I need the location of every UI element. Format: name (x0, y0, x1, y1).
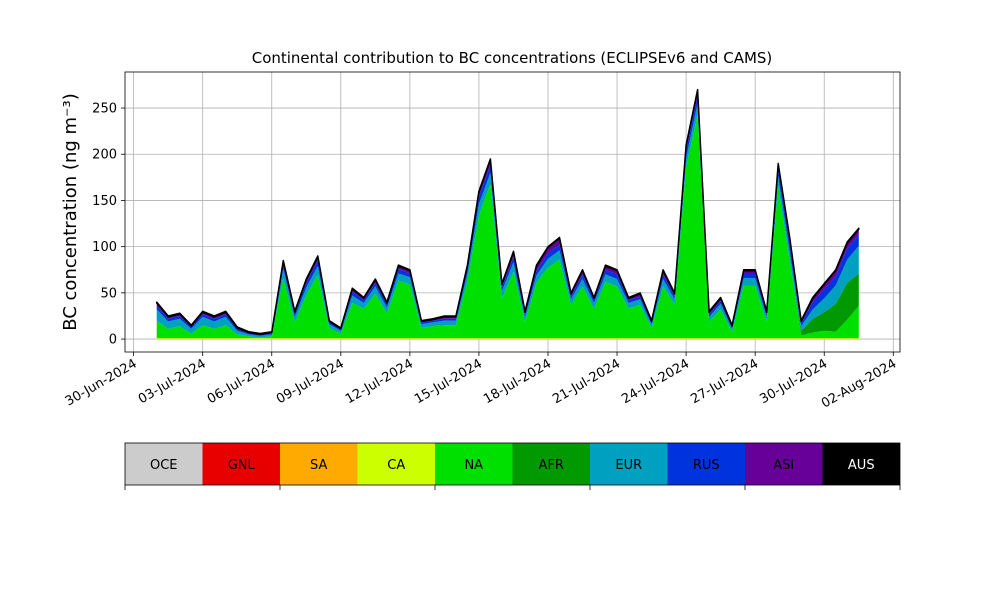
legend-swatch (822, 443, 900, 485)
y-axis-label: BC concentration (ng m⁻³) (60, 93, 81, 331)
legend-label: NA (464, 458, 483, 473)
plot-frame (124, 71, 901, 353)
y-tick-label: 150 (92, 194, 117, 209)
legend-label: RUS (693, 458, 720, 473)
area (156, 338, 859, 340)
legend-frame (124, 442, 901, 486)
x-tick-label: 02-Aug-2024 (819, 356, 899, 411)
y-tick-label: 200 (92, 148, 117, 163)
legend-swatch (745, 443, 823, 485)
legend-swatch (667, 443, 745, 485)
legend-swatch (590, 443, 668, 485)
legend-swatch (202, 443, 280, 485)
area (155, 88, 860, 336)
legend-label: EUR (615, 458, 642, 473)
legend-label: CA (387, 458, 405, 473)
chart-title: Continental contribution to BC concentra… (252, 49, 773, 67)
x-tick-label: 30-Jun-2024 (63, 356, 140, 409)
legend-swatch (435, 443, 513, 485)
x-tick-label: 03-Jul-2024 (136, 356, 209, 407)
x-tick-label: 12-Jul-2024 (343, 356, 416, 407)
legend-label: SA (310, 458, 327, 473)
y-tick-label: 50 (100, 286, 117, 301)
legend-label: AUS (848, 458, 875, 473)
y-tick-label: 0 (109, 333, 117, 348)
legend-label: ASI (773, 458, 794, 473)
y-tick-label: 100 (92, 240, 117, 255)
area (156, 114, 859, 339)
x-tick-label: 18-Jul-2024 (481, 356, 554, 407)
legend-label: OCE (150, 458, 178, 473)
x-tick-label: 24-Jul-2024 (619, 356, 692, 407)
x-tick-label: 06-Jul-2024 (205, 356, 278, 407)
legend-swatch (357, 443, 435, 485)
legend-swatch (125, 443, 203, 485)
x-tick-label: 21-Jul-2024 (550, 356, 623, 407)
legend-label: AFR (539, 458, 564, 473)
legend-label: GNL (228, 458, 256, 473)
y-tick-label: 250 (92, 102, 117, 117)
x-tick-label: 15-Jul-2024 (412, 356, 485, 407)
x-tick-label: 27-Jul-2024 (688, 356, 761, 407)
legend-swatch (280, 443, 358, 485)
legend-swatch (512, 443, 590, 485)
x-tick-label: 09-Jul-2024 (274, 356, 347, 407)
